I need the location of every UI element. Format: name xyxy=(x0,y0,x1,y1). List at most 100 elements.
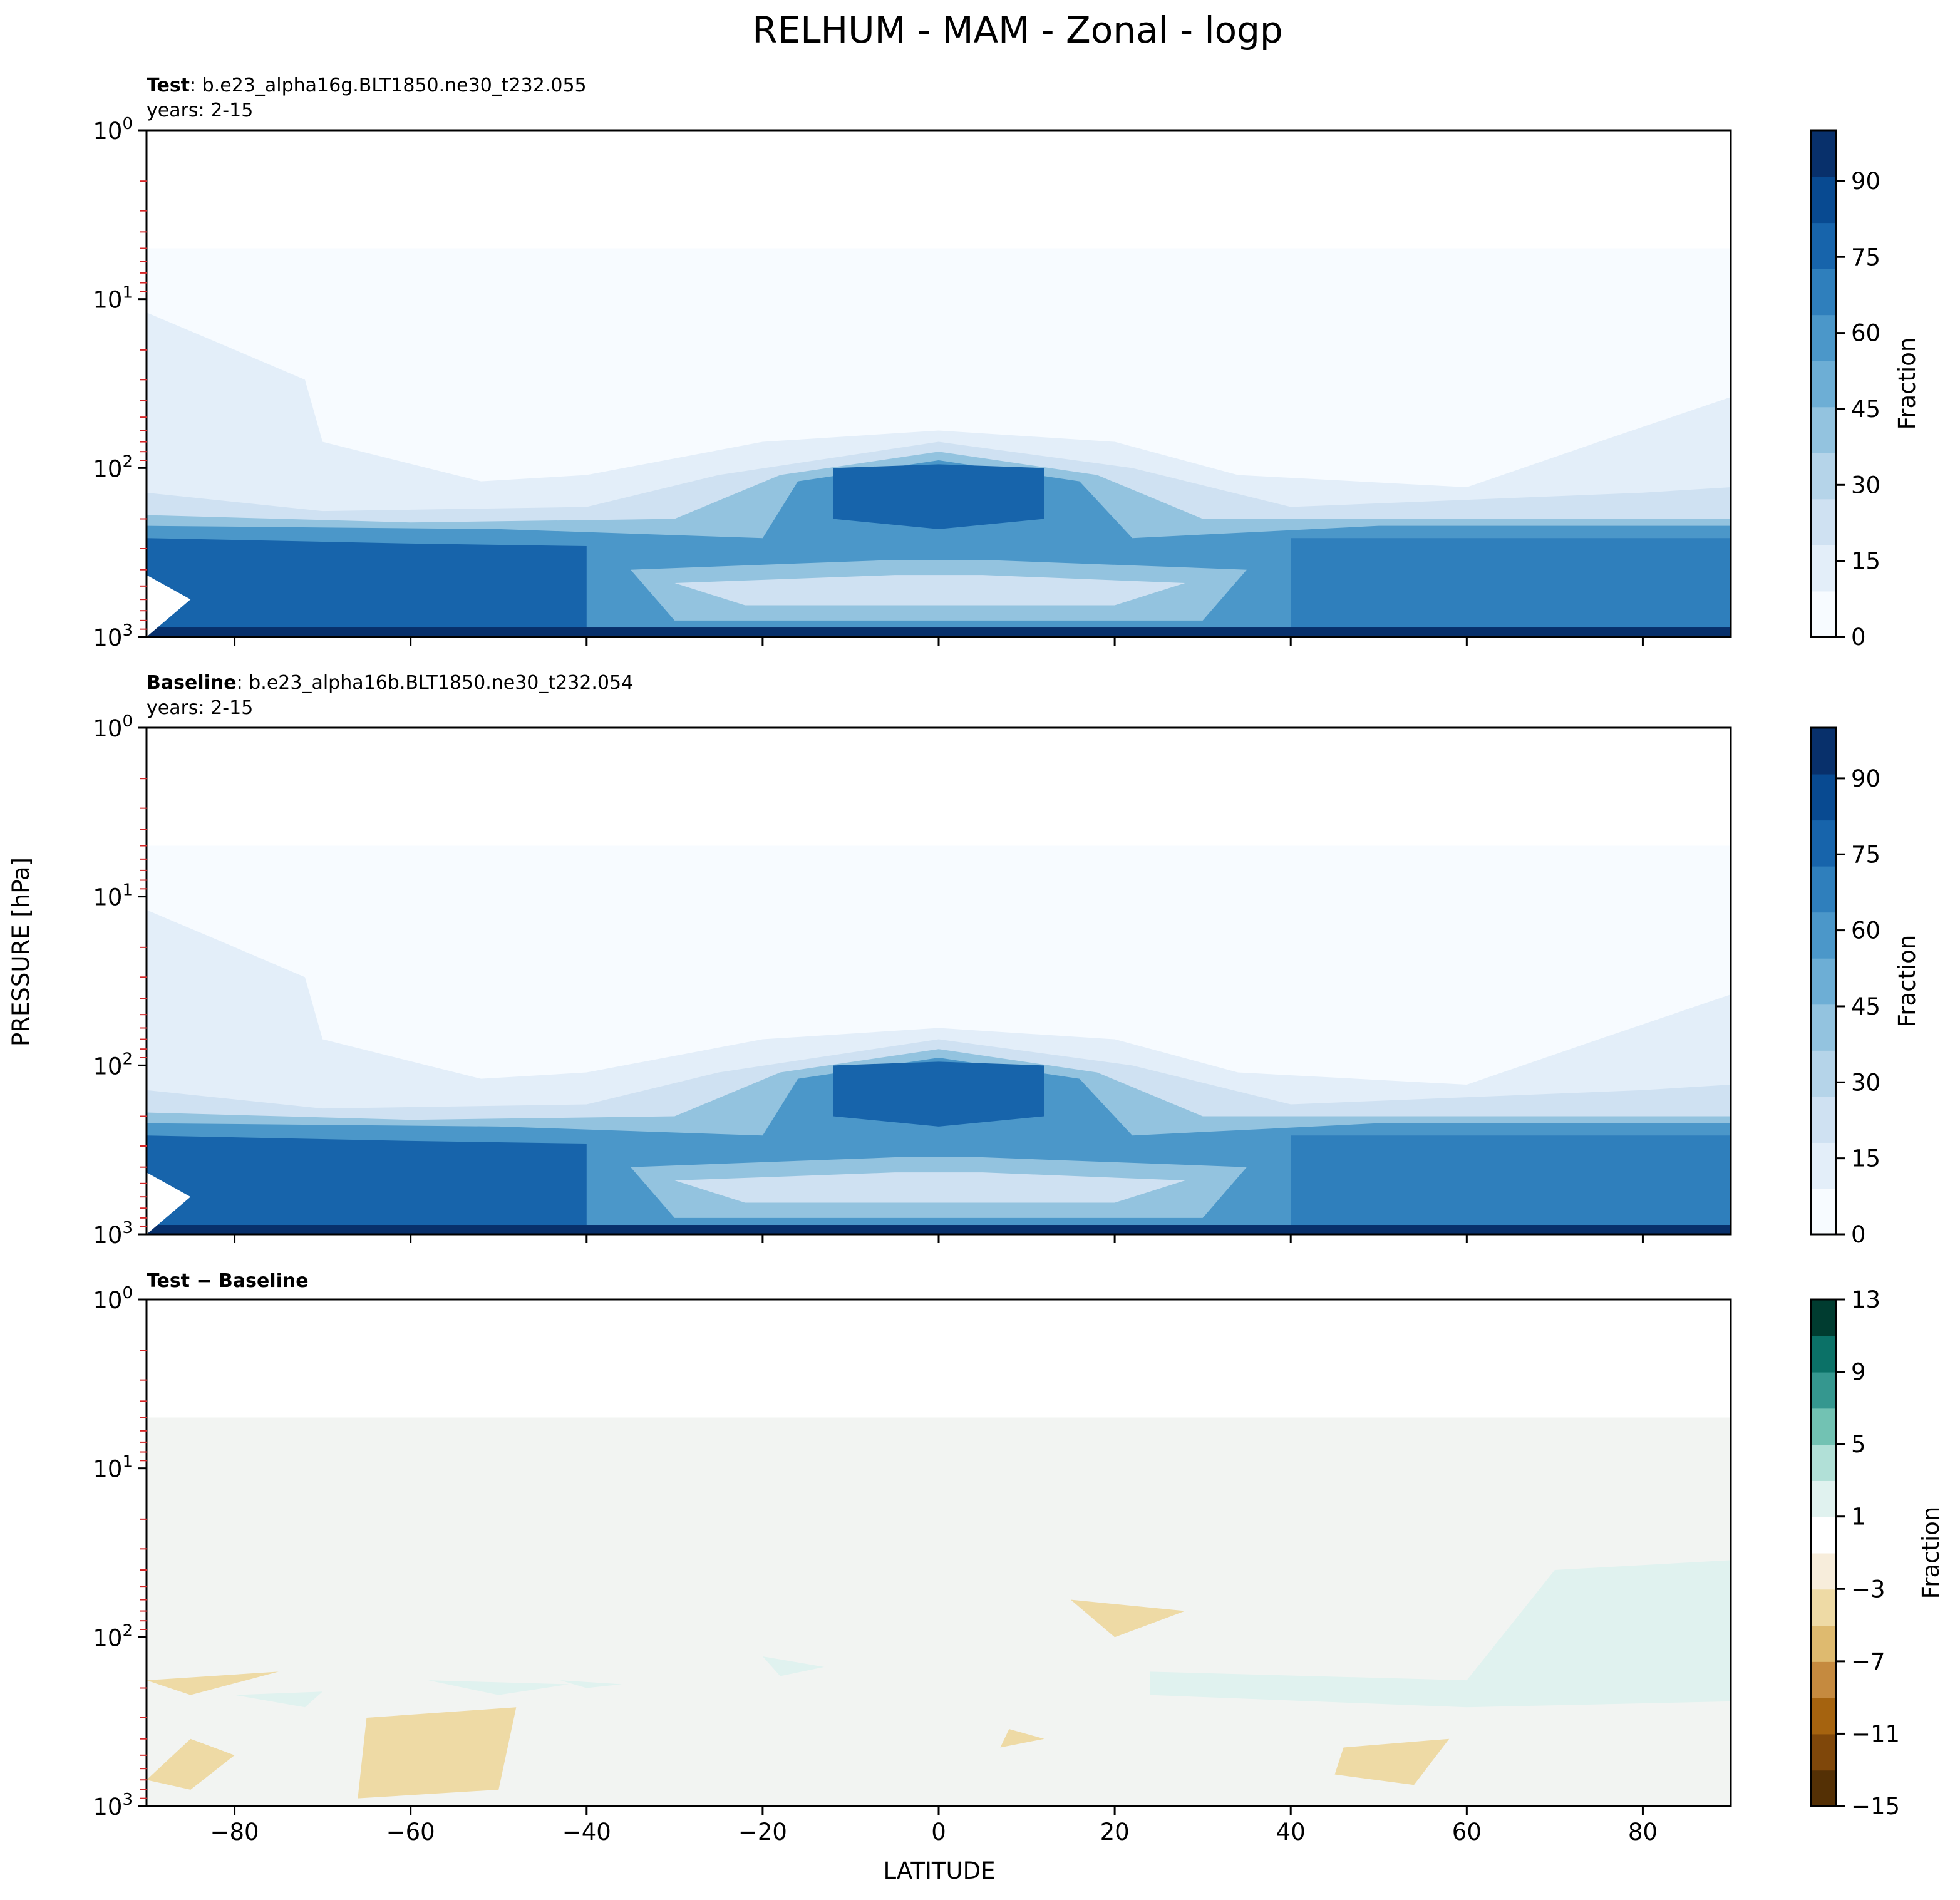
colorbar-frame xyxy=(1810,129,1837,638)
colorbar-tick-label: 30 xyxy=(1851,1069,1880,1096)
colorbar-swatch xyxy=(1811,1371,1836,1409)
y-tick-label: 101 xyxy=(93,881,133,911)
panel-baseline: Baseline: b.e23_alpha16b.BLT1850.ne30_t2… xyxy=(93,672,1921,1249)
colorbar-swatch xyxy=(1811,591,1836,638)
y-tick-label: 100 xyxy=(93,712,133,742)
colorbar-label: Fraction xyxy=(1917,1507,1944,1599)
colorbar-swatch xyxy=(1811,728,1836,775)
colorbar-tick-label: 75 xyxy=(1851,841,1880,868)
colorbar-tick-label: 75 xyxy=(1851,244,1880,271)
field-contour xyxy=(358,1707,517,1799)
field-contour xyxy=(147,1738,235,1790)
colorbar-label: Fraction xyxy=(1894,935,1921,1028)
x-axis-label: LATITUDE xyxy=(884,1857,996,1884)
colorbar-swatch xyxy=(1811,314,1836,361)
colorbar-tick-label: 13 xyxy=(1851,1286,1880,1313)
colorbar-swatch xyxy=(1811,1552,1836,1590)
colorbar-swatch xyxy=(1811,1004,1836,1051)
panel-header: Baseline: b.e23_alpha16b.BLT1850.ne30_t2… xyxy=(147,672,633,694)
colorbar-swatch xyxy=(1811,1589,1836,1626)
colorbar-swatch xyxy=(1811,1697,1836,1735)
colorbar-tick-label: 45 xyxy=(1851,993,1880,1020)
colorbar-swatch xyxy=(1811,820,1836,867)
field-contour xyxy=(1000,1729,1044,1748)
colorbar-tick-label: 0 xyxy=(1851,624,1866,651)
y-tick-label: 101 xyxy=(93,284,133,314)
field-contour xyxy=(147,538,587,637)
x-tick-label: 20 xyxy=(1100,1819,1130,1846)
panel-header-text: : b.e23_alpha16b.BLT1850.ne30_t232.054 xyxy=(237,672,634,694)
colorbar-swatch xyxy=(1811,958,1836,1005)
x-tick-label: −60 xyxy=(386,1819,435,1846)
colorbar-swatch xyxy=(1811,268,1836,316)
colorbar-tick-label: 15 xyxy=(1851,548,1880,575)
colorbar-swatch xyxy=(1811,1444,1836,1481)
panels: Test: b.e23_alpha16g.BLT1850.ne30_t232.0… xyxy=(93,75,1944,1846)
colorbar-swatch xyxy=(1811,1733,1836,1771)
colorbar-tick-label: 60 xyxy=(1851,320,1880,347)
panel-test: Test: b.e23_alpha16g.BLT1850.ne30_t232.0… xyxy=(93,75,1921,651)
colorbar-swatch xyxy=(1811,452,1836,500)
colorbar-tick-label: 45 xyxy=(1851,396,1880,423)
field-contour xyxy=(1334,1738,1450,1785)
colorbar-swatch xyxy=(1811,544,1836,592)
colorbar-swatch xyxy=(1811,130,1836,177)
y-tick-label: 102 xyxy=(93,452,133,482)
plot-area xyxy=(147,1417,1731,1806)
field-contour xyxy=(147,1135,587,1234)
panel-subheader: years: 2-15 xyxy=(147,697,253,719)
colorbar-swatch xyxy=(1811,1661,1836,1698)
y-axis-label: PRESSURE [hPa] xyxy=(8,857,34,1046)
colorbar-tick-label: 0 xyxy=(1851,1221,1866,1248)
colorbar: 0 15 30 45 60 75 90 Fraction xyxy=(1810,726,1921,1248)
field-contour xyxy=(762,1656,825,1676)
colorbar-tick-label: −11 xyxy=(1851,1720,1900,1747)
colorbar-frame xyxy=(1810,1298,1837,1807)
colorbar: −15 −11 −7 −3 1 5 9 13 Fraction xyxy=(1810,1286,1944,1820)
x-tick-label: −40 xyxy=(562,1819,611,1846)
colorbar-tick-label: −3 xyxy=(1851,1576,1885,1603)
colorbar-swatch xyxy=(1811,1335,1836,1373)
colorbar-frame xyxy=(1810,726,1837,1236)
field-contour xyxy=(1291,1135,1731,1234)
y-tick-label: 103 xyxy=(93,621,133,651)
field-contour xyxy=(1070,1599,1185,1638)
colorbar-swatch xyxy=(1811,1408,1836,1445)
colorbar-swatch xyxy=(1811,865,1836,913)
field-contour xyxy=(833,464,1044,529)
y-tick-label: 101 xyxy=(93,1453,133,1483)
panel-header: Test: b.e23_alpha16g.BLT1850.ne30_t232.0… xyxy=(147,75,587,96)
panel-header: Test − Baseline xyxy=(147,1270,309,1292)
colorbar-tick-label: 60 xyxy=(1851,917,1880,944)
y-tick-label: 103 xyxy=(93,1219,133,1249)
panel-header-bold: Test xyxy=(147,75,190,96)
field-contour xyxy=(674,1172,1185,1203)
colorbar-swatch xyxy=(1811,1299,1836,1336)
field-contour xyxy=(560,1680,622,1688)
field-contour xyxy=(147,1225,1731,1234)
colorbar-swatch xyxy=(1811,498,1836,545)
colorbar-tick-label: 5 xyxy=(1851,1431,1866,1458)
field-contour xyxy=(674,575,1185,606)
x-tick-label: −80 xyxy=(210,1819,259,1846)
panel-diff: Test − Baseline 100 101 102 103 −80 −60 −40 −20 0… xyxy=(93,1270,1944,1846)
panel-header-bold: Test − Baseline xyxy=(147,1270,309,1292)
y-tick-label: 100 xyxy=(93,1284,133,1314)
x-tick-label: 0 xyxy=(931,1819,946,1846)
colorbar-swatch xyxy=(1811,360,1836,408)
field-mask xyxy=(147,1172,191,1234)
colorbar-swatch xyxy=(1811,1625,1836,1662)
field-contour xyxy=(1150,1560,1731,1708)
plot-area xyxy=(147,248,1731,638)
colorbar-tick-label: 9 xyxy=(1851,1359,1866,1386)
colorbar-tick-label: 90 xyxy=(1851,168,1880,195)
figure-title: RELHUM - MAM - Zonal - logp xyxy=(752,9,1282,51)
colorbar-swatch xyxy=(1811,1480,1836,1517)
colorbar-tick-label: −7 xyxy=(1851,1648,1885,1675)
plot-area xyxy=(147,845,1731,1234)
y-tick-label: 103 xyxy=(93,1790,133,1820)
field-contour xyxy=(1291,538,1731,637)
field-contour xyxy=(234,1691,323,1708)
x-tick-label: 40 xyxy=(1276,1819,1306,1846)
